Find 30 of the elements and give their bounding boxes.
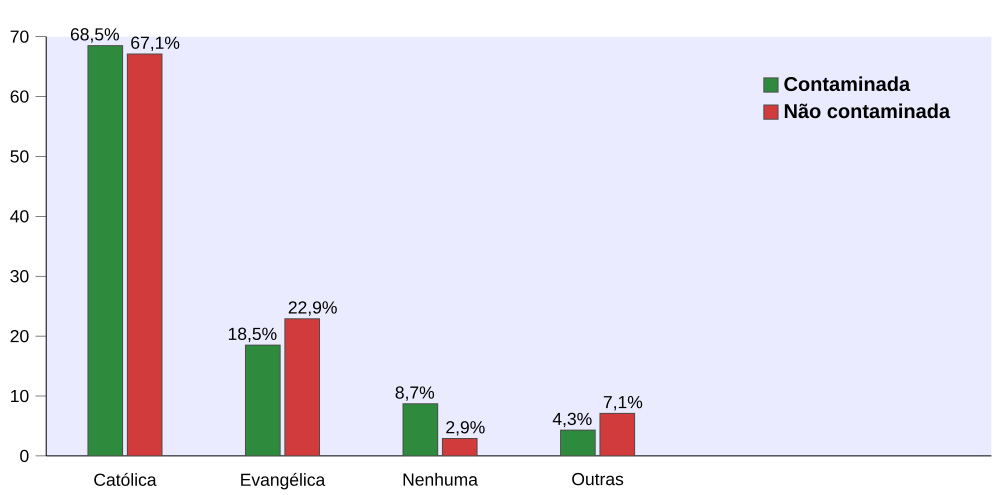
bar: [284, 318, 320, 456]
data-label: 22,9%: [288, 301, 337, 316]
y-tick-label: 40: [10, 210, 29, 222]
y-tick-label: 70: [10, 30, 29, 43]
legend-label: Contaminada: [784, 76, 910, 92]
bar: [599, 412, 636, 456]
x-tick-label: Outras: [572, 472, 624, 486]
data-label: 8,7%: [396, 386, 434, 401]
x-tick-label: Católica: [94, 472, 157, 486]
data-label: 68,5%: [70, 28, 119, 43]
x-tick-label: Nenhuma: [404, 472, 478, 486]
x-tick-label: Evangélica: [241, 472, 326, 490]
data-label: 2,9%: [446, 421, 485, 436]
bar: [87, 45, 124, 456]
y-tick-label: 20: [10, 330, 29, 342]
y-tick-label: 10: [11, 390, 29, 402]
y-tick-label: 50: [10, 150, 29, 163]
bar: [126, 53, 162, 456]
data-label: 4,3%: [552, 412, 592, 428]
legend-label: Não contaminada: [784, 104, 950, 118]
y-tick-label: 30: [10, 270, 29, 282]
bar: [244, 344, 281, 456]
bar: [560, 430, 596, 456]
bar: [442, 438, 478, 456]
data-label: 67,1%: [131, 36, 180, 51]
bar: [402, 403, 438, 456]
data-label: 18,5%: [228, 328, 277, 342]
y-tick-label: 60: [10, 90, 29, 103]
data-label: 7,1%: [604, 396, 642, 410]
y-tick-label: 0: [20, 450, 29, 462]
